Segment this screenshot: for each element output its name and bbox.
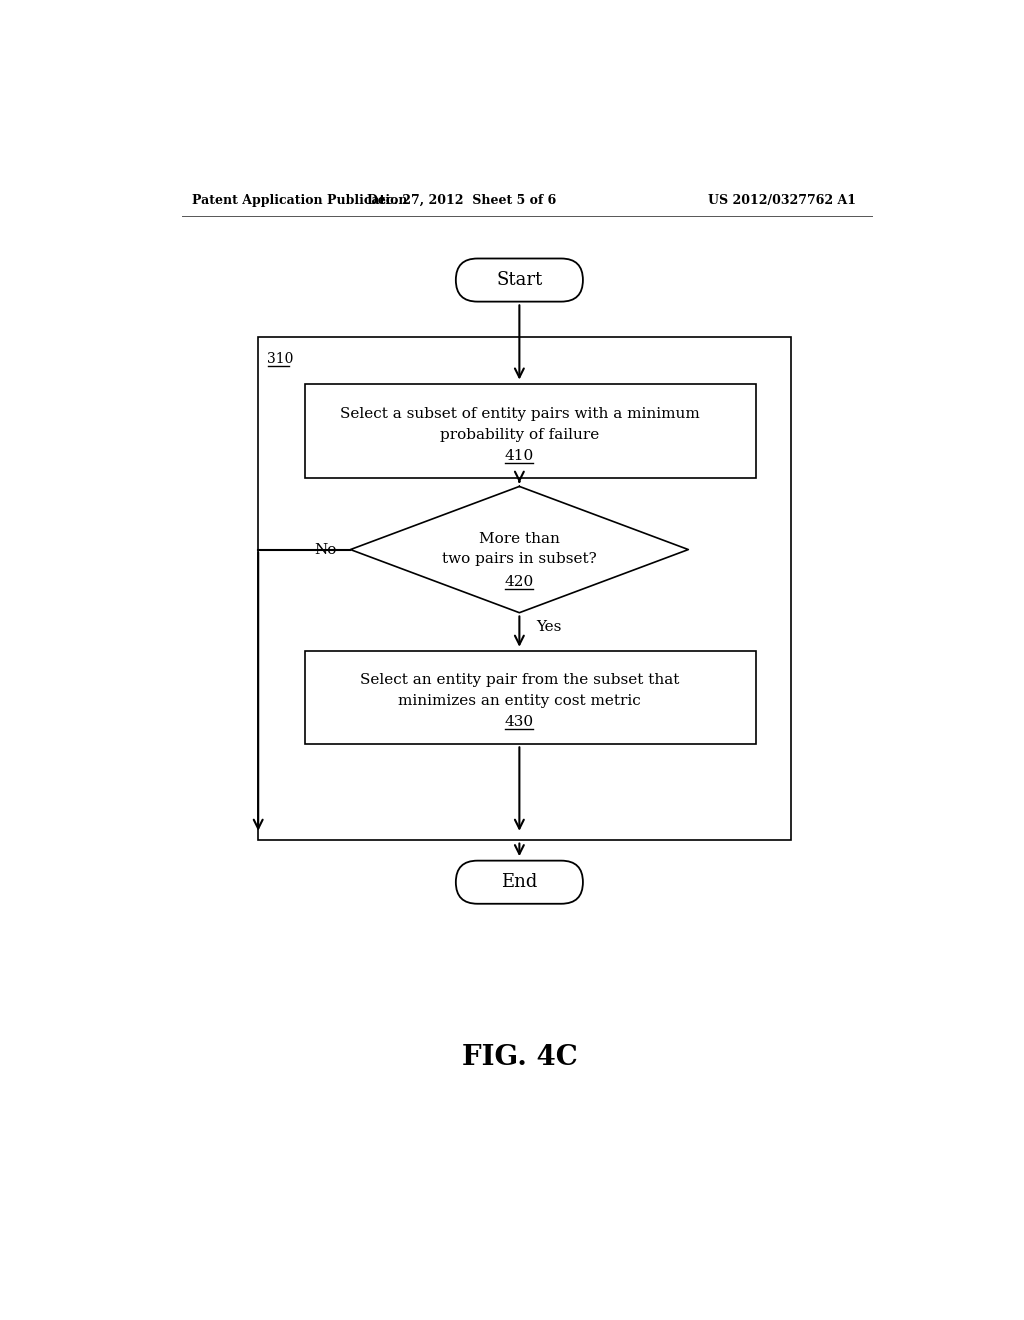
Text: No: No	[314, 543, 337, 557]
Bar	[258, 337, 791, 840]
Text: Select an entity pair from the subset that: Select an entity pair from the subset th…	[359, 673, 679, 688]
Text: US 2012/0327762 A1: US 2012/0327762 A1	[709, 194, 856, 207]
Bar	[305, 384, 756, 478]
Text: Start: Start	[497, 271, 543, 289]
Bar	[305, 651, 756, 743]
Text: two pairs in subset?: two pairs in subset?	[442, 552, 597, 566]
Text: 430: 430	[505, 715, 534, 729]
Text: 420: 420	[505, 576, 534, 589]
Text: minimizes an entity cost metric: minimizes an entity cost metric	[398, 694, 641, 709]
Polygon shape	[350, 487, 688, 612]
Text: probability of failure: probability of failure	[439, 428, 599, 442]
Text: End: End	[501, 874, 538, 891]
Text: 310: 310	[267, 351, 294, 366]
Text: More than: More than	[479, 532, 560, 545]
Text: 410: 410	[505, 449, 534, 462]
Text: Patent Application Publication: Patent Application Publication	[191, 194, 408, 207]
FancyBboxPatch shape	[456, 259, 583, 302]
FancyBboxPatch shape	[456, 861, 583, 904]
Text: Dec. 27, 2012  Sheet 5 of 6: Dec. 27, 2012 Sheet 5 of 6	[367, 194, 556, 207]
Text: Select a subset of entity pairs with a minimum: Select a subset of entity pairs with a m…	[340, 407, 699, 421]
Text: Yes: Yes	[537, 619, 562, 634]
Text: FIG. 4C: FIG. 4C	[462, 1044, 578, 1072]
